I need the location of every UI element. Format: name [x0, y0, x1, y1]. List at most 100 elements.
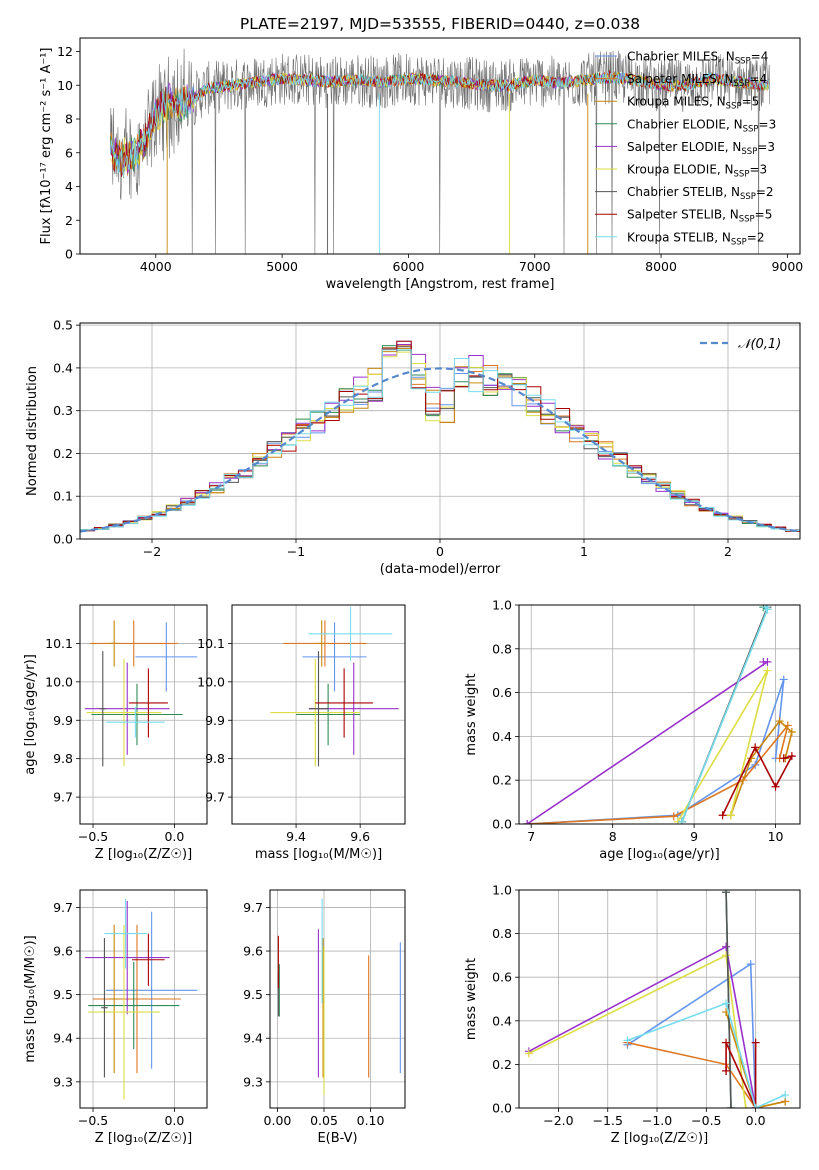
y-tick-label: 9.5: [243, 987, 263, 1002]
y-tick-label: 6: [65, 145, 73, 160]
y-tick-label: 9.6: [243, 944, 263, 959]
weight-marker: [726, 1104, 735, 1108]
y-tick-label: 0.6: [492, 685, 512, 700]
x-tick-label: −1: [287, 544, 305, 559]
x-axis-label: mass [log₁₀(M/M☉)]: [255, 847, 382, 862]
y-tick-label: 2: [65, 213, 73, 228]
weight-marker: [746, 960, 755, 969]
y-tick-label: 9.9: [53, 713, 73, 728]
y-tick-label: 9.7: [243, 900, 263, 915]
x-tick-label: 10: [768, 829, 784, 844]
weight-marker: [781, 1090, 790, 1099]
y-tick-label: 9.7: [205, 790, 225, 805]
weight-series-line: [627, 1002, 786, 1108]
weight-series-line: [528, 945, 757, 1108]
x-tick-label: 0.05: [310, 1113, 338, 1128]
weight-marker: [722, 1038, 731, 1047]
weight-marker: [779, 754, 788, 763]
y-axis-label: Flux [fλ10⁻¹⁷ erg cm⁻² s⁻¹ A⁻¹]: [39, 48, 54, 245]
weight-series-line: [725, 892, 732, 1108]
weight-vs-age-frame: [518, 604, 801, 825]
figure-title: PLATE=2197, MJD=53555, FIBERID=0440, z=0…: [240, 15, 640, 33]
weight-vs-Z-plot-area: [519, 890, 800, 1108]
x-tick-label: 1: [580, 544, 588, 559]
x-tick-label: 9.6: [350, 829, 370, 844]
weight-marker: [524, 1049, 533, 1058]
x-tick-label: 9000: [771, 259, 803, 274]
residuals-plot-area: [80, 323, 800, 539]
y-tick-label: 12: [57, 44, 73, 59]
y-tick-label: 1.0: [492, 598, 512, 613]
y-tick-label: 10: [57, 78, 73, 93]
histogram-series: [80, 340, 800, 532]
weight-marker: [763, 666, 772, 675]
weight-marker: [751, 1038, 760, 1047]
y-tick-label: 0.4: [53, 360, 73, 375]
y-tick-label: 0.8: [492, 641, 512, 656]
x-tick-label: 2: [724, 544, 732, 559]
legend-entry: Salpeter ELODIE, NSSP=3: [627, 140, 775, 157]
x-axis-label: Z [log₁₀(Z/Z☉)]: [611, 1131, 708, 1146]
weight-marker: [761, 605, 770, 612]
y-tick-label: 0.8: [492, 926, 512, 941]
weight-series-line: [527, 679, 785, 824]
chart-mass-vs-EBV: 0.00 0.05 0.10 9.3 9.4 9.5 9.6 9.7 E(B-V): [243, 889, 406, 1146]
y-axis-label: mass weight: [464, 673, 479, 755]
legend-entry: Kroupa ELODIE, NSSP=3: [627, 163, 767, 180]
y-tick-label: 9.5: [53, 987, 73, 1002]
x-tick-label: 5000: [266, 259, 298, 274]
x-tick-label: 9.4: [286, 829, 306, 844]
x-axis-label: wavelength [Angstrom, rest frame]: [326, 277, 555, 292]
y-tick-label: 0.2: [492, 773, 512, 788]
age-vs-mass-plot-area: [232, 605, 405, 824]
x-tick-label: 8: [609, 829, 617, 844]
x-tick-label: −0.5: [691, 1113, 721, 1128]
weight-vs-age-plot-area: [519, 605, 800, 824]
x-axis-label: E(B-V): [317, 1131, 357, 1146]
y-tick-label: 9.4: [243, 1031, 263, 1046]
x-tick-label: 7000: [519, 259, 551, 274]
chart-age-vs-Z: −0.5 0.0 9.7 9.8 9.9 10.0 10.1 Z [log₁₀(Z/Z☉)] a…: [23, 604, 208, 862]
weight-marker: [787, 752, 796, 761]
plots-container: Chabrier MILES, NSSP=4 Salpeter MILES, NS…: [23, 37, 803, 1146]
y-tick-label: 0.0: [492, 1101, 512, 1116]
x-tick-label: −2.0: [543, 1113, 573, 1128]
chart-weight-vs-Z: −2.0 −1.5 −1.0 −0.5 0.0 0.0 0.2 0.4 0.6 0.8 1.0 Z […: [464, 883, 801, 1146]
x-axis-label: Z [log₁₀(Z/Z☉)]: [95, 1131, 192, 1146]
weight-marker: [718, 811, 727, 820]
x-tick-label: 0.0: [746, 1113, 766, 1128]
y-tick-label: 0.3: [53, 403, 73, 418]
spectrum-plot-area: [109, 48, 770, 254]
spectrum-series-line: [109, 71, 770, 178]
age-vs-Z-plot-area: [80, 605, 207, 824]
weight-marker: [677, 817, 686, 824]
y-axis-label: mass weight: [464, 958, 479, 1040]
y-tick-label: 0.6: [492, 970, 512, 985]
weight-marker: [771, 782, 780, 791]
age-vs-Z-frame: [79, 604, 208, 825]
y-tick-label: 0.4: [492, 729, 512, 744]
y-tick-label: 9.6: [53, 944, 73, 959]
spectrum-series-line: [110, 48, 770, 254]
x-tick-label: −1.0: [642, 1113, 672, 1128]
y-tick-label: 4: [65, 179, 73, 194]
y-tick-label: 0.2: [492, 1057, 512, 1072]
y-tick-label: 9.3: [53, 1074, 73, 1089]
x-tick-label: 4000: [140, 259, 172, 274]
x-tick-label: 0.0: [164, 829, 184, 844]
legend-entry: Chabrier MILES, NSSP=4: [627, 50, 768, 67]
y-tick-label: 1.0: [492, 883, 512, 898]
legend-entry: Kroupa STELIB, NSSP=2: [627, 230, 765, 247]
weight-vs-Z-frame: [518, 889, 801, 1109]
x-tick-label: 0.0: [164, 1113, 184, 1128]
y-tick-label: 0: [65, 247, 73, 262]
y-tick-label: 9.7: [53, 790, 73, 805]
x-tick-label: −2: [143, 544, 161, 559]
weight-marker: [759, 657, 768, 666]
legend-entry: 𝒩(0,1): [738, 337, 781, 352]
y-tick-label: 9.3: [243, 1074, 263, 1089]
y-tick-label: 9.9: [205, 713, 225, 728]
y-tick-label: 0.2: [53, 446, 73, 461]
legend-entry: Kroupa MILES, NSSP=5: [627, 95, 759, 112]
